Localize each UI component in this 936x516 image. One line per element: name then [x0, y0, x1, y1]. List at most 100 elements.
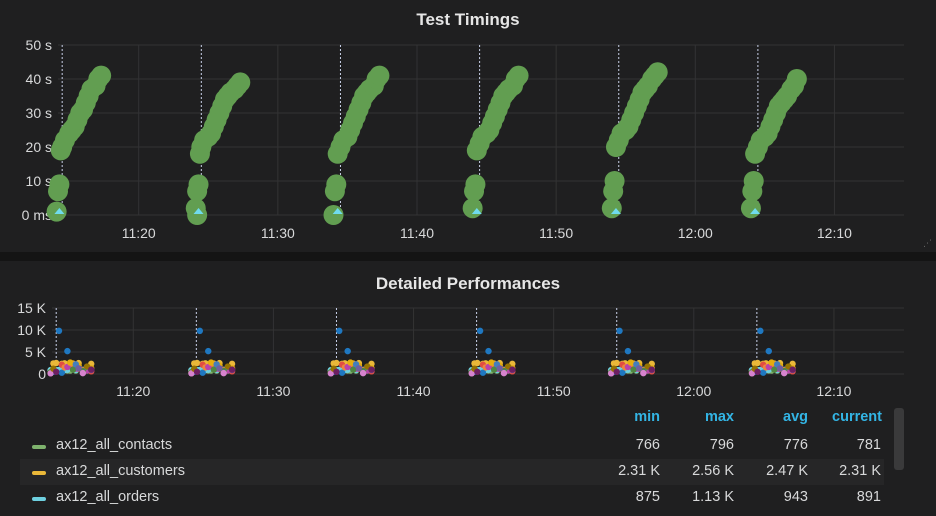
data-point[interactable] [347, 359, 354, 366]
data-point[interactable] [619, 369, 626, 376]
data-point[interactable] [485, 347, 492, 355]
data-point[interactable] [754, 359, 761, 367]
series-color-swatch[interactable] [32, 471, 46, 475]
legend-header-max[interactable]: max [704, 409, 734, 425]
data-point[interactable] [323, 205, 344, 225]
data-point[interactable] [743, 171, 764, 191]
legend-scrollbar[interactable] [894, 408, 904, 470]
data-point[interactable] [471, 207, 482, 214]
panel-title[interactable]: Detailed Performances [375, 274, 561, 293]
data-point[interactable] [613, 359, 620, 367]
data-point[interactable] [369, 65, 390, 86]
data-point[interactable] [193, 359, 201, 367]
data-point[interactable] [333, 359, 340, 367]
data-point[interactable] [359, 369, 367, 377]
data-point[interactable] [765, 347, 772, 355]
data-point[interactable] [54, 207, 65, 214]
data-point[interactable] [75, 365, 82, 372]
data-point[interactable] [488, 359, 495, 366]
data-point[interactable] [635, 365, 643, 372]
data-point[interactable] [205, 347, 212, 355]
data-point[interactable] [55, 327, 63, 335]
data-point[interactable] [601, 198, 622, 219]
legend-row[interactable]: ax12_all_contacts 766 796 776 781 [20, 433, 884, 459]
data-point[interactable] [776, 365, 784, 372]
data-point[interactable] [474, 368, 481, 375]
data-point[interactable] [468, 370, 475, 377]
data-point[interactable] [336, 327, 343, 335]
data-point[interactable] [53, 368, 60, 375]
data-point[interactable] [610, 207, 621, 214]
data-point[interactable] [88, 366, 95, 373]
data-point[interactable] [188, 370, 195, 377]
data-point[interactable] [64, 347, 71, 355]
data-point[interactable] [220, 369, 227, 377]
data-point[interactable] [327, 370, 335, 377]
data-point[interactable] [49, 174, 70, 195]
data-point[interactable] [465, 174, 486, 195]
data-point[interactable] [67, 359, 74, 366]
data-point[interactable] [648, 366, 655, 373]
data-point[interactable] [768, 359, 775, 366]
data-point[interactable] [355, 365, 363, 372]
data-point[interactable] [630, 366, 637, 373]
data-point[interactable] [344, 347, 351, 355]
data-point[interactable] [199, 369, 206, 376]
legend-header-current[interactable]: current [832, 409, 882, 425]
data-point[interactable] [759, 369, 767, 376]
data-point[interactable] [754, 368, 761, 375]
data-point[interactable] [508, 65, 529, 86]
data-point[interactable] [604, 171, 625, 191]
data-point[interactable] [748, 370, 756, 377]
data-point[interactable] [613, 368, 620, 375]
data-point[interactable] [193, 368, 201, 375]
data-point[interactable] [757, 327, 764, 335]
data-point[interactable] [332, 207, 343, 214]
data-point[interactable] [196, 327, 204, 335]
series-color-swatch[interactable] [32, 497, 46, 501]
data-point[interactable] [496, 365, 503, 372]
data-point[interactable] [333, 368, 340, 375]
legend-row[interactable]: ax12_all_orders 875 1.13 K 943 891 [20, 485, 884, 511]
data-point[interactable] [647, 62, 668, 83]
series-name[interactable]: ax12_all_customers [56, 463, 185, 479]
data-point[interactable] [476, 327, 484, 335]
data-point[interactable] [53, 359, 60, 367]
data-point[interactable] [58, 369, 66, 376]
data-point[interactable] [479, 369, 487, 376]
data-point[interactable] [500, 369, 508, 377]
data-point[interactable] [188, 174, 209, 195]
data-point[interactable] [69, 366, 77, 373]
data-point[interactable] [624, 347, 632, 355]
data-point[interactable] [509, 366, 516, 373]
resize-handle-icon[interactable]: ⋰ [923, 238, 932, 248]
data-point[interactable] [740, 198, 761, 219]
series-name[interactable]: ax12_all_orders [56, 489, 160, 505]
panel-title[interactable]: Test Timings [416, 10, 520, 29]
data-point[interactable] [786, 69, 807, 89]
data-point[interactable] [326, 174, 347, 195]
data-point[interactable] [210, 366, 218, 373]
data-point[interactable] [187, 205, 208, 225]
data-point[interactable] [490, 366, 498, 373]
data-point[interactable] [771, 366, 778, 373]
data-point[interactable] [462, 198, 483, 219]
data-point[interactable] [789, 366, 796, 373]
series-name[interactable]: ax12_all_contacts [56, 437, 173, 453]
data-point[interactable] [216, 365, 223, 372]
data-point[interactable] [91, 65, 112, 86]
data-point[interactable] [780, 369, 788, 377]
legend-header-min[interactable]: min [634, 409, 660, 425]
data-point[interactable] [207, 359, 215, 366]
data-point[interactable] [627, 359, 634, 366]
data-point[interactable] [607, 370, 615, 377]
data-point[interactable] [79, 369, 87, 377]
data-point[interactable] [616, 327, 623, 335]
data-point[interactable] [228, 366, 236, 373]
data-point[interactable] [640, 369, 647, 377]
data-point[interactable] [47, 370, 54, 377]
data-point[interactable] [750, 207, 761, 214]
data-point[interactable] [368, 366, 375, 373]
legend-header-avg[interactable]: avg [783, 409, 808, 425]
legend-row[interactable]: ax12_all_customers 2.31 K 2.56 K 2.47 K … [20, 459, 884, 485]
